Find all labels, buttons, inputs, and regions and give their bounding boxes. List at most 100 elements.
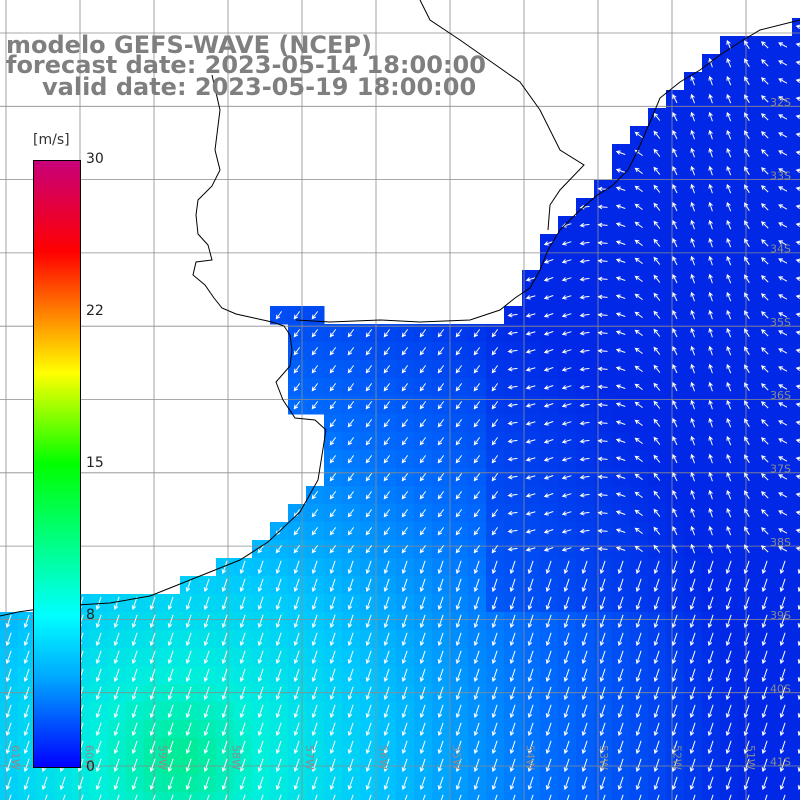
wind-arrow bbox=[634, 401, 643, 409]
wind-arrow bbox=[509, 686, 516, 701]
latitude-label: 40S bbox=[770, 682, 791, 695]
wind-speed-cell bbox=[792, 504, 800, 523]
wind-arrow bbox=[239, 704, 246, 719]
wind-arrow bbox=[653, 418, 661, 427]
wind-arrow bbox=[617, 758, 624, 773]
wind-arrow bbox=[239, 632, 246, 647]
wind-arrow bbox=[563, 614, 570, 629]
wind-arrow bbox=[437, 347, 445, 356]
colorbar-tick-label: 22 bbox=[86, 303, 104, 319]
wind-arrow bbox=[761, 185, 769, 193]
wind-arrow bbox=[708, 543, 713, 554]
wind-arrow bbox=[365, 686, 372, 701]
wind-arrow bbox=[672, 346, 678, 356]
wind-arrow bbox=[543, 331, 554, 336]
wind-arrow bbox=[689, 704, 696, 719]
wind-arrow bbox=[653, 328, 661, 337]
wind-arrow bbox=[239, 668, 246, 683]
wind-arrow bbox=[672, 166, 678, 176]
wind-arrow bbox=[744, 184, 750, 194]
wind-arrow bbox=[581, 740, 588, 755]
wind-speed-cell bbox=[792, 54, 800, 73]
wind-arrow bbox=[311, 722, 318, 737]
wind-arrow bbox=[401, 527, 409, 536]
wind-arrow bbox=[347, 455, 355, 464]
wind-arrow bbox=[635, 776, 642, 791]
wind-arrow bbox=[778, 258, 788, 264]
wind-arrow bbox=[690, 147, 695, 158]
wind-arrow bbox=[455, 704, 462, 719]
wind-arrow bbox=[437, 776, 444, 791]
wind-arrow bbox=[597, 384, 608, 390]
wind-arrow bbox=[455, 686, 462, 701]
wind-arrow bbox=[634, 311, 643, 319]
wind-speed-cell bbox=[792, 234, 800, 253]
wind-arrow bbox=[383, 401, 391, 410]
wind-arrow bbox=[95, 776, 102, 791]
wind-arrow bbox=[795, 114, 800, 120]
wind-arrow bbox=[311, 545, 319, 554]
wind-speed-cell bbox=[792, 306, 800, 325]
wind-arrow bbox=[617, 740, 624, 755]
wind-arrow bbox=[383, 776, 390, 791]
wind-arrow bbox=[491, 650, 498, 665]
wind-arrow bbox=[744, 58, 750, 68]
wind-arrow bbox=[473, 758, 480, 773]
wind-speed-cell bbox=[630, 792, 649, 800]
wind-arrow bbox=[653, 490, 661, 499]
wind-arrow bbox=[744, 76, 750, 86]
wind-arrow bbox=[656, 794, 660, 800]
wind-arrow bbox=[795, 294, 800, 300]
wind-arrow bbox=[203, 686, 210, 701]
wind-arrow bbox=[383, 437, 391, 446]
wind-arrow bbox=[597, 276, 608, 282]
wind-arrow bbox=[543, 493, 554, 498]
wind-arrow bbox=[708, 363, 713, 374]
wind-speed-cell bbox=[216, 792, 235, 800]
wind-arrow bbox=[795, 492, 800, 498]
wind-arrow bbox=[597, 546, 608, 552]
wind-arrow bbox=[617, 722, 624, 737]
wind-arrow bbox=[329, 347, 337, 356]
wind-speed-cell bbox=[342, 792, 361, 800]
wind-arrow bbox=[167, 596, 174, 611]
title-line-model: modelo GEFS-WAVE (NCEP) bbox=[6, 31, 372, 59]
wind-arrow bbox=[778, 114, 788, 120]
wind-arrow bbox=[778, 510, 788, 516]
wind-speed-cell bbox=[792, 702, 800, 721]
wind-arrow bbox=[401, 686, 408, 701]
wind-arrow bbox=[203, 668, 210, 683]
wind-arrow bbox=[653, 274, 661, 283]
wind-arrow bbox=[690, 75, 695, 86]
wind-arrow bbox=[329, 527, 337, 536]
wind-arrow bbox=[634, 545, 643, 553]
wind-arrow bbox=[329, 758, 336, 773]
wind-arrow bbox=[507, 348, 518, 354]
wind-arrow bbox=[545, 578, 552, 593]
wind-arrow bbox=[401, 365, 409, 374]
wind-arrow bbox=[507, 474, 518, 480]
wind-arrow bbox=[311, 776, 318, 791]
wind-arrow bbox=[708, 309, 713, 320]
wind-arrow bbox=[778, 96, 788, 102]
wind-speed-cell bbox=[90, 792, 109, 800]
wind-arrow bbox=[672, 328, 678, 338]
wind-arrow bbox=[672, 184, 678, 194]
wind-arrow bbox=[185, 596, 192, 611]
wind-speed-cell bbox=[360, 792, 379, 800]
wind-arrow bbox=[707, 722, 714, 737]
wind-arrow bbox=[561, 529, 572, 534]
wind-arrow bbox=[383, 632, 390, 647]
wind-arrow bbox=[761, 401, 769, 409]
wind-arrow bbox=[579, 420, 590, 426]
wind-arrow bbox=[131, 596, 138, 611]
wind-arrow bbox=[239, 560, 246, 575]
wind-arrow bbox=[167, 614, 174, 629]
wind-arrow bbox=[579, 402, 590, 408]
wind-arrow bbox=[795, 132, 800, 138]
wind-arrow bbox=[473, 704, 480, 719]
wind-arrow bbox=[653, 184, 661, 193]
wind-arrow bbox=[239, 758, 246, 773]
wind-arrow bbox=[401, 509, 409, 518]
wind-arrow bbox=[653, 668, 660, 683]
